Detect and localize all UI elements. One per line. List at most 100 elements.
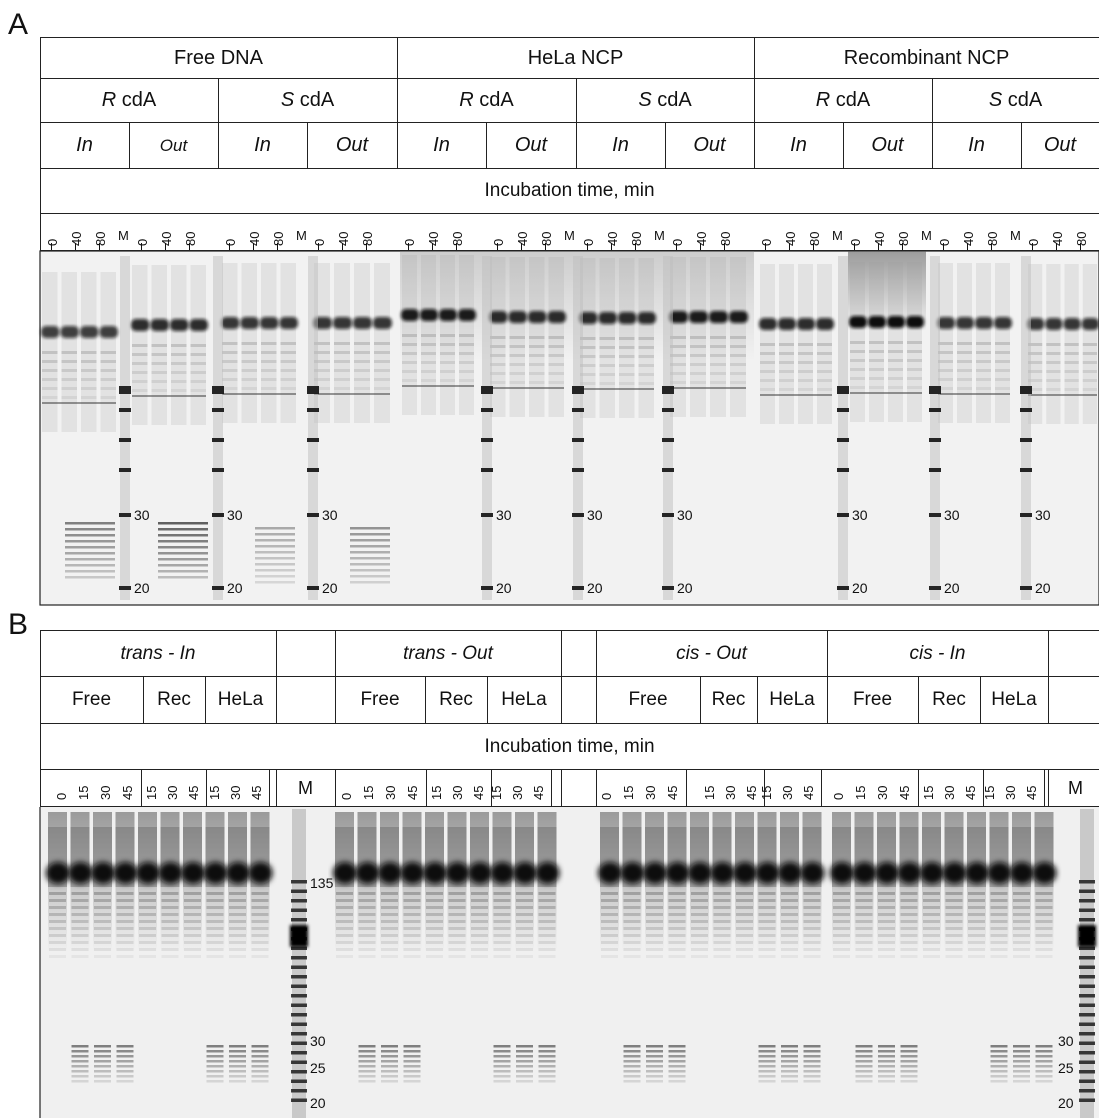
minor-band [190, 389, 206, 392]
minor-band [421, 361, 436, 364]
excision-product [65, 540, 115, 543]
minor-band [354, 351, 370, 354]
excision-product [855, 1075, 873, 1078]
main-band [710, 862, 735, 884]
excision-product [538, 1080, 556, 1083]
excision-product [403, 1050, 421, 1053]
table-line [980, 676, 981, 723]
lane-time-tick: 30 [228, 785, 243, 800]
lane-smear [995, 263, 1010, 423]
minor-band [957, 360, 972, 363]
minor-band [713, 941, 731, 944]
excision-product [158, 576, 208, 579]
minor-band [1028, 343, 1043, 346]
minor-band [548, 372, 564, 375]
panel-b-gel: 135 30 25 20 30 25 20 [39, 807, 1099, 1118]
tick-mark [521, 243, 522, 250]
minor-band [139, 927, 156, 930]
lane-smear [402, 255, 417, 415]
size-label-30: 30 [944, 507, 960, 523]
excision-product [71, 1050, 89, 1053]
marker-lane-label: M [296, 228, 307, 243]
minor-band [1046, 352, 1061, 355]
minor-band [990, 927, 1008, 930]
minor-band [817, 361, 832, 364]
marker-band [481, 468, 493, 472]
minor-band [1035, 920, 1053, 923]
minor-band [923, 892, 940, 895]
main-band [221, 317, 240, 329]
minor-band [758, 927, 776, 930]
excision-product [803, 1055, 821, 1058]
minor-band [116, 899, 134, 902]
table-line [827, 676, 828, 723]
isomer-prefix: R [815, 89, 831, 111]
minor-band [833, 920, 850, 923]
minor-band [71, 955, 89, 958]
main-band [1081, 318, 1099, 330]
minor-band [781, 941, 798, 944]
size-label: 30 [310, 1033, 326, 1049]
tick-mark [854, 243, 855, 250]
minor-band [426, 934, 443, 937]
lane-smear [490, 257, 506, 417]
minor-band [354, 369, 370, 372]
minor-band [100, 369, 116, 372]
tick-mark [51, 243, 52, 250]
excision-product [516, 1050, 533, 1053]
marker-band [929, 468, 941, 472]
size-label-20: 20 [496, 580, 512, 596]
minor-band [426, 906, 443, 909]
minor-band [990, 955, 1008, 958]
minor-band [945, 927, 963, 930]
lane-time-tick: 80 [539, 231, 554, 246]
marker-band [1079, 994, 1095, 998]
excision-product [493, 1075, 511, 1078]
excision-product [1035, 1050, 1053, 1053]
minor-band [229, 906, 246, 909]
minor-band [869, 377, 884, 380]
minor-band [995, 387, 1010, 390]
minor-band [878, 892, 895, 895]
excision-product [516, 1065, 533, 1068]
minor-band [251, 913, 269, 916]
minor-band [548, 336, 564, 339]
marker-band [291, 1003, 307, 1007]
minor-band [280, 342, 296, 345]
minor-band [171, 362, 187, 365]
main-band [333, 862, 357, 884]
minor-band [161, 934, 179, 937]
minor-band [94, 920, 111, 923]
excision-product [116, 1055, 134, 1058]
minor-band [280, 378, 296, 381]
marker-band [837, 408, 849, 412]
tick-mark [408, 243, 409, 250]
excision-product [381, 1070, 398, 1073]
excision-product [990, 1065, 1008, 1068]
marker-band [119, 586, 131, 590]
panel-b-condition-label: cis - In [909, 642, 966, 664]
marker-band [307, 386, 319, 394]
minor-band [623, 920, 641, 923]
excision-product [350, 539, 390, 542]
lane-smear [171, 265, 187, 425]
lane-time-tick: 15 [702, 785, 717, 800]
minor-band [94, 899, 111, 902]
minor-band [900, 913, 918, 916]
excision-product [251, 1080, 269, 1083]
marker-band [1079, 1013, 1095, 1017]
minor-band [779, 379, 794, 382]
minor-band [403, 941, 421, 944]
excision-product [758, 1050, 776, 1053]
table-line [551, 769, 552, 806]
minor-band [184, 906, 201, 909]
minor-band [638, 337, 654, 340]
marker-band [291, 946, 307, 950]
marker-lane [838, 256, 848, 600]
minor-band [995, 360, 1010, 363]
minor-band [670, 354, 686, 357]
isomer-suffix: cdA [116, 89, 157, 111]
minor-band [599, 373, 615, 376]
marker-band [837, 386, 849, 394]
main-band [260, 317, 279, 329]
